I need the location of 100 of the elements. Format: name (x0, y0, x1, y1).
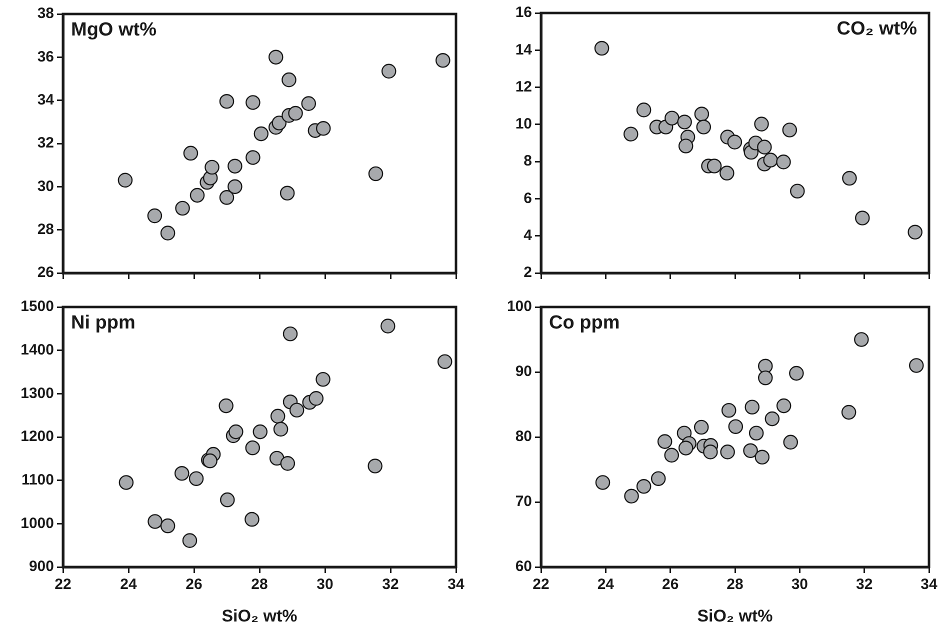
chart-title: Ni ppm (71, 312, 136, 334)
point (748, 426, 764, 440)
point (789, 366, 804, 381)
point (743, 443, 758, 458)
y-tick-label: 12 (515, 78, 532, 96)
point (289, 402, 304, 418)
point (280, 186, 295, 201)
point (190, 188, 205, 203)
y-tick-label: 60 (515, 558, 532, 576)
point (908, 358, 924, 373)
y-tick-label: 32 (37, 134, 54, 152)
point (228, 158, 242, 174)
y-tick-label: 100 (506, 298, 532, 316)
point (664, 448, 680, 463)
point (677, 114, 692, 130)
point (790, 184, 805, 198)
point (437, 354, 452, 369)
point (624, 488, 639, 504)
chart-title: CO₂ wt% (836, 18, 918, 40)
x-tick-label: 22 (532, 576, 550, 594)
y-tick-label: 1100 (21, 471, 54, 488)
point (696, 120, 712, 134)
point (147, 208, 162, 224)
point (728, 419, 744, 434)
point (720, 444, 735, 460)
point (706, 158, 722, 174)
point (678, 138, 694, 154)
point (763, 152, 778, 168)
x-axis-title: SiO₂ wt% (697, 606, 773, 626)
point (282, 326, 298, 342)
x-tick-label: 30 (316, 576, 334, 594)
y-tick-label: 36 (37, 48, 54, 66)
point (288, 106, 303, 121)
y-tick-label: 1300 (20, 384, 54, 402)
point (301, 96, 316, 111)
point (148, 514, 162, 529)
point (757, 140, 772, 154)
point (204, 160, 220, 175)
point (744, 400, 760, 414)
point (754, 116, 769, 132)
point (188, 471, 204, 486)
y-tick-label: 6 (524, 190, 532, 207)
point (694, 106, 710, 122)
y-tick-label: 10 (515, 116, 532, 133)
y-tick-label: 1500 (20, 298, 54, 316)
point (758, 370, 773, 386)
point (694, 420, 709, 435)
point (727, 134, 742, 150)
point (252, 424, 268, 440)
point (316, 372, 330, 387)
point (764, 411, 780, 426)
point (380, 318, 396, 334)
point (160, 226, 176, 240)
x-tick-label: 26 (186, 576, 202, 594)
point (244, 512, 260, 527)
point (854, 210, 870, 226)
point (783, 434, 798, 450)
point (219, 94, 234, 109)
point (218, 398, 234, 414)
point (623, 126, 638, 142)
y-tick-label: 26 (37, 264, 54, 282)
x-tick-label: 22 (54, 576, 72, 594)
point (650, 471, 666, 486)
x-tick-label: 26 (662, 576, 679, 594)
x-tick-label: 34 (920, 576, 938, 594)
point (664, 110, 680, 126)
point (219, 190, 234, 205)
point (282, 72, 296, 88)
y-tick-label: 8 (524, 152, 532, 170)
point (657, 434, 672, 449)
y-tick-label: 38 (37, 5, 54, 22)
x-tick-label: 32 (382, 576, 399, 594)
point (175, 200, 190, 216)
point (721, 402, 736, 418)
y-tick-label: 1200 (20, 428, 54, 446)
point (228, 424, 244, 440)
chart-title: MgO wt% (71, 20, 157, 41)
x-tick-label: 34 (448, 576, 465, 594)
point (368, 166, 384, 182)
point (776, 154, 791, 170)
point (776, 398, 792, 414)
point (118, 172, 133, 188)
point (272, 116, 287, 130)
point (436, 53, 450, 68)
point (228, 179, 242, 194)
x-tick-label: 28 (251, 576, 268, 594)
point (841, 404, 856, 420)
x-tick-label: 30 (791, 576, 808, 594)
y-tick-label: 90 (515, 363, 532, 380)
point (720, 166, 734, 180)
y-tick-label: 30 (37, 178, 54, 195)
point (254, 126, 269, 142)
point (678, 440, 694, 456)
point (182, 533, 198, 548)
point (220, 492, 235, 508)
point (854, 332, 869, 347)
point (269, 450, 284, 466)
point (246, 150, 260, 165)
point (782, 122, 798, 138)
point (316, 120, 331, 136)
